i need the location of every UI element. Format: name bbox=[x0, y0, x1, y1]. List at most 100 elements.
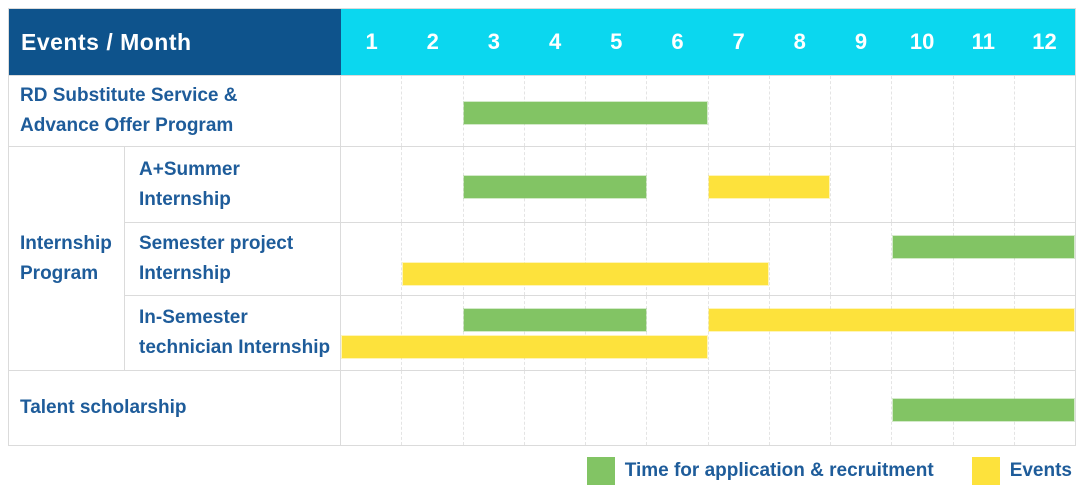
month-gridline-column bbox=[585, 223, 646, 295]
month-gridline-column bbox=[707, 76, 769, 146]
month-header-8: 8 bbox=[793, 29, 806, 54]
event-bar bbox=[709, 309, 1074, 331]
month-gridline-column bbox=[401, 371, 462, 445]
legend-item-events: Events bbox=[971, 457, 1072, 485]
month-gridline-column bbox=[646, 371, 707, 445]
month-gridline-column bbox=[462, 223, 524, 295]
month-gridline-column bbox=[1013, 147, 1075, 222]
legend: Time for application & recruitment Event… bbox=[586, 456, 1072, 486]
row-label-talent-scholarship: Talent scholarship bbox=[9, 371, 341, 445]
table-row: Semester project Internship bbox=[125, 222, 1075, 295]
month-gridline-column bbox=[768, 223, 830, 295]
recruitment-swatch-icon bbox=[586, 457, 615, 485]
month-header-7: 7 bbox=[732, 29, 745, 54]
table-row: In-Semester technician Internship bbox=[125, 295, 1075, 370]
timeline-cell-talent-scholarship bbox=[341, 371, 1075, 445]
month-gridline-column bbox=[952, 76, 1014, 146]
month-gridline-column bbox=[401, 296, 462, 370]
month-gridline-column bbox=[707, 371, 769, 445]
month-gridline-column bbox=[646, 147, 707, 222]
month-gridline-column bbox=[341, 76, 401, 146]
row-label-semester-project: Semester project Internship bbox=[125, 223, 341, 295]
timeline-cell-semester-project bbox=[341, 223, 1075, 295]
timeline-cell-rd-substitute bbox=[341, 76, 1075, 146]
month-gridline-column bbox=[401, 147, 462, 222]
month-gridline-column bbox=[523, 223, 585, 295]
recruitment-bar bbox=[464, 102, 707, 124]
event-bar bbox=[403, 263, 769, 285]
month-header-1: 1 bbox=[365, 29, 378, 54]
month-gridline-column bbox=[891, 223, 952, 295]
legend-item-recruitment: Time for application & recruitment bbox=[586, 457, 934, 485]
table-row: RD Substitute Service & Advance Offer Pr… bbox=[9, 75, 1075, 146]
month-gridline-column bbox=[462, 371, 524, 445]
month-gridline-column bbox=[891, 147, 952, 222]
event-bar bbox=[709, 175, 830, 198]
month-header-2: 2 bbox=[426, 29, 439, 54]
month-gridline-column bbox=[768, 371, 830, 445]
month-gridline-column bbox=[830, 371, 891, 445]
month-gridline-column bbox=[585, 296, 646, 370]
month-gridline-column bbox=[768, 76, 830, 146]
month-gridline-column bbox=[707, 147, 769, 222]
month-gridline-column bbox=[891, 76, 952, 146]
month-gridline-column bbox=[523, 371, 585, 445]
month-gridline-column bbox=[462, 147, 524, 222]
events-month-header: Events / Month bbox=[9, 9, 341, 75]
month-gridline-column bbox=[401, 223, 462, 295]
month-gridline-column bbox=[891, 296, 952, 370]
table-row: Talent scholarship bbox=[9, 370, 1075, 445]
recruitment-bar bbox=[464, 309, 646, 331]
table-row: A+Summer Internship bbox=[125, 147, 1075, 222]
month-gridline-column bbox=[646, 296, 707, 370]
month-header-9: 9 bbox=[854, 29, 868, 54]
month-gridline-column bbox=[707, 223, 769, 295]
internship-program-subrows: A+Summer Internship Semester project Int… bbox=[125, 147, 1075, 370]
month-header-3: 3 bbox=[487, 29, 501, 54]
recruitment-bar bbox=[892, 236, 1074, 258]
month-header-6: 6 bbox=[671, 29, 684, 54]
month-gridline-column bbox=[341, 371, 401, 445]
row-label-rd-substitute: RD Substitute Service & Advance Offer Pr… bbox=[9, 76, 341, 146]
month-gridline-column bbox=[523, 296, 585, 370]
month-header-5: 5 bbox=[610, 29, 623, 54]
row-label-in-semester-technician: In-Semester technician Internship bbox=[125, 296, 341, 370]
recruitment-bar bbox=[892, 399, 1074, 421]
month-gridline-column bbox=[341, 147, 401, 222]
month-gridline-column bbox=[952, 223, 1014, 295]
month-gridline-column bbox=[707, 296, 769, 370]
month-gridline-column bbox=[646, 223, 707, 295]
timeline-cell-a-plus-summer bbox=[341, 147, 1075, 222]
month-gridline-column bbox=[952, 147, 1014, 222]
month-gridline-column bbox=[891, 371, 952, 445]
month-gridline-column bbox=[830, 76, 891, 146]
group-label-internship-program: Internship Program bbox=[9, 147, 125, 370]
legend-label-recruitment: Time for application & recruitment bbox=[624, 460, 934, 481]
row-label-a-plus-summer: A+Summer Internship bbox=[125, 147, 341, 222]
month-gridline-column bbox=[1013, 76, 1075, 146]
month-gridline-column bbox=[585, 371, 646, 445]
events-swatch-icon bbox=[971, 457, 1000, 485]
recruitment-bar bbox=[464, 175, 646, 198]
month-header-row: 1 2 3 4 5 6 7 8 9 10 11 12 bbox=[341, 9, 1075, 75]
month-header-11: 11 bbox=[971, 29, 995, 54]
month-gridline-column bbox=[952, 296, 1014, 370]
gantt-table: Events / Month 1 2 3 4 5 6 7 8 9 10 11 12 RD Substi… bbox=[8, 8, 1076, 446]
month-header-12: 12 bbox=[1032, 29, 1057, 54]
month-gridline-column bbox=[401, 76, 462, 146]
month-gridline-column bbox=[341, 296, 401, 370]
month-gridline-column bbox=[830, 296, 891, 370]
month-gridline-column bbox=[830, 147, 891, 222]
internship-program-group: Internship Program A+Summer Internship S… bbox=[9, 146, 1075, 370]
legend-label-events: Events bbox=[1009, 460, 1072, 481]
month-gridline-column bbox=[1013, 223, 1075, 295]
month-gridline-column bbox=[1013, 296, 1075, 370]
month-gridline-column bbox=[341, 223, 401, 295]
month-header-10: 10 bbox=[909, 29, 935, 54]
month-header-4: 4 bbox=[548, 29, 562, 54]
table-header-row: Events / Month 1 2 3 4 5 6 7 8 9 10 11 12 bbox=[9, 9, 1075, 75]
event-bar bbox=[342, 336, 707, 358]
month-gridline-column bbox=[462, 76, 524, 146]
month-gridline-column bbox=[830, 223, 891, 295]
